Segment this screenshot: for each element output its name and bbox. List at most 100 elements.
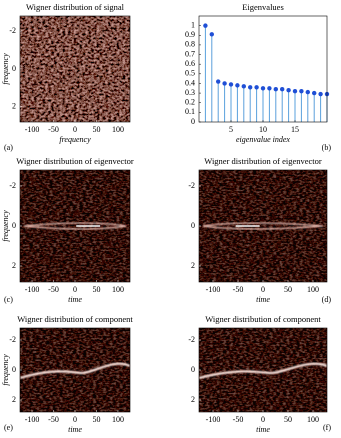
- x-tick-label: 0: [73, 125, 77, 134]
- x-tick-label: -50: [233, 285, 244, 294]
- x-tick-label: 100: [112, 285, 124, 294]
- x-tick-label: 15: [291, 125, 299, 134]
- y-tick-label: 1: [191, 20, 195, 29]
- heatmap-texture: [20, 170, 130, 282]
- panel-label: (b): [322, 143, 332, 152]
- y-tick-label: -2: [188, 335, 195, 344]
- heatmap-texture: [199, 170, 327, 282]
- y-tick-label: 0.8: [185, 40, 195, 49]
- x-axis-label: eigenvalue index: [236, 135, 290, 144]
- panel-label: (a): [4, 143, 13, 152]
- y-tick-label: 0: [191, 365, 195, 374]
- heatmap-feature: [23, 222, 127, 230]
- x-tick-label: -100: [25, 285, 40, 294]
- x-tick-label: 0: [73, 285, 77, 294]
- y-tick-label: 0: [12, 221, 16, 230]
- panel-label: (c): [4, 295, 13, 304]
- y-tick-label: 2: [12, 395, 16, 404]
- y-tick-label: 0.7: [185, 49, 195, 58]
- x-axis-label: time: [256, 425, 270, 434]
- x-tick-label: 50: [92, 125, 100, 134]
- panel-title: Wigner distribution of eigenvector: [204, 156, 322, 166]
- stem-marker: [286, 88, 291, 93]
- stem-marker: [209, 32, 214, 37]
- stem-marker: [248, 85, 253, 90]
- y-tick-label: 0.9: [185, 30, 195, 39]
- y-tick-label: 2: [191, 395, 195, 404]
- x-tick-label: 50: [92, 415, 100, 424]
- x-tick-label: 100: [112, 125, 124, 134]
- stem-marker: [254, 85, 259, 90]
- y-tick-label: -2: [188, 181, 195, 190]
- panel-title: Wigner distribution of component: [17, 314, 133, 324]
- stem-marker: [267, 86, 272, 91]
- panel-label: (e): [4, 423, 13, 432]
- panel-title: Wigner distribution of component: [205, 314, 321, 324]
- x-axis-label: time: [256, 295, 270, 304]
- heatmap-feature: [198, 362, 328, 380]
- x-tick-label: 50: [284, 415, 292, 424]
- y-tick-label: 0: [12, 365, 16, 374]
- y-axis-label: frequency: [1, 53, 10, 85]
- stem-marker: [235, 83, 240, 88]
- y-tick-label: 0: [12, 64, 16, 73]
- y-tick-label: 0.2: [185, 98, 195, 107]
- x-axis-label: time: [68, 425, 82, 434]
- x-tick-label: -50: [48, 285, 59, 294]
- y-tick-label: -2: [9, 26, 16, 35]
- y-tick-label: 0.6: [185, 59, 195, 68]
- heatmap-texture: [20, 328, 130, 412]
- x-tick-label: -100: [206, 415, 221, 424]
- stem-marker: [299, 88, 304, 94]
- x-tick-label: 100: [307, 415, 319, 424]
- heatmap-texture: [20, 16, 130, 122]
- stem-marker: [228, 82, 234, 87]
- stem-marker: [203, 23, 208, 28]
- x-tick-label: 10: [259, 125, 267, 134]
- x-tick-label: 100: [112, 415, 124, 424]
- x-tick-label: 5: [229, 125, 233, 134]
- heatmap-texture: [199, 328, 327, 412]
- x-tick-label: 0: [261, 415, 265, 424]
- y-tick-label: -2: [9, 335, 16, 344]
- y-tick-label: 0.5: [185, 69, 195, 78]
- y-tick-label: 2: [12, 102, 16, 111]
- panel-label: (d): [322, 295, 332, 304]
- y-tick-label: 0: [191, 117, 195, 126]
- stem-marker: [292, 88, 298, 94]
- y-tick-label: 2: [191, 261, 195, 270]
- panel-label: (f): [323, 423, 331, 432]
- x-tick-label: 0: [73, 415, 77, 424]
- stem-marker: [260, 86, 266, 91]
- y-tick-label: 0.1: [185, 107, 195, 116]
- y-tick-label: 0.4: [185, 78, 195, 87]
- x-tick-label: -50: [233, 415, 244, 424]
- stem-marker: [222, 81, 227, 86]
- y-axis-label: frequency: [1, 210, 10, 242]
- stem-marker: [280, 87, 285, 92]
- y-tick-label: 2: [12, 261, 16, 270]
- x-tick-label: -100: [206, 285, 221, 294]
- stem-marker: [241, 84, 246, 89]
- stem-marker: [318, 91, 323, 97]
- y-tick-label: 0.3: [185, 88, 195, 97]
- x-axis-label: frequency: [59, 135, 91, 144]
- heatmap-feature: [202, 222, 324, 230]
- y-tick-label: 0: [191, 221, 195, 230]
- x-tick-label: -100: [25, 125, 40, 134]
- x-tick-label: 50: [284, 285, 292, 294]
- panel-title: Eigenvalues: [242, 2, 284, 12]
- stem-marker: [305, 89, 310, 95]
- y-axis-label: frequency: [1, 354, 10, 386]
- x-tick-label: -50: [48, 125, 59, 134]
- heatmap-feature: [19, 362, 131, 380]
- stem-marker: [216, 79, 221, 84]
- stem-marker: [312, 90, 317, 96]
- panel-title: Wigner distribution of eigenvector: [16, 156, 134, 166]
- x-tick-label: -50: [48, 415, 59, 424]
- x-tick-label: 0: [261, 285, 265, 294]
- x-tick-label: -100: [25, 415, 40, 424]
- y-tick-label: -2: [9, 181, 16, 190]
- x-tick-label: 50: [92, 285, 100, 294]
